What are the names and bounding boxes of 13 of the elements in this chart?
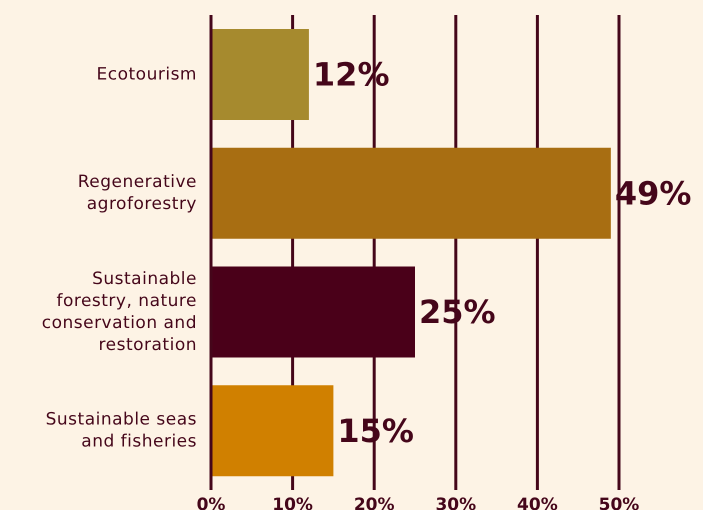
y-tick-label: Ecotourism [96,64,197,84]
x-tick-label: 10% [272,495,313,510]
x-tick-label: 20% [354,495,395,510]
x-tick-label: 50% [598,495,640,510]
bar [211,29,309,120]
y-tick-label: Sustainable forestry, nature conservation and restoration [42,268,197,355]
y-tick-label: Sustainable seas and fisheries [46,410,197,452]
x-tick-label: 0% [196,495,226,510]
y-tick-label: Regenerative agroforestry [78,172,197,214]
bar [211,385,334,476]
x-tick-label: 30% [435,495,476,510]
x-tick-label: 40% [517,495,558,510]
bar [211,148,611,239]
